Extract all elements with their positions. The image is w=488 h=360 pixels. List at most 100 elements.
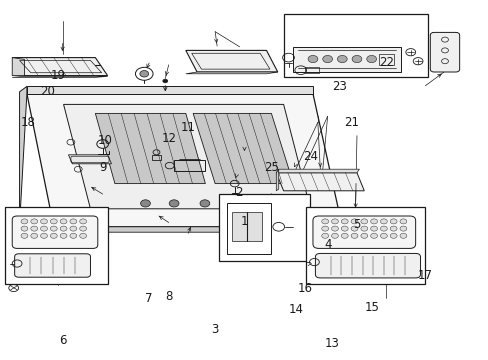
- Circle shape: [41, 226, 47, 231]
- Circle shape: [351, 214, 356, 218]
- Circle shape: [307, 55, 317, 63]
- Circle shape: [321, 219, 328, 224]
- Text: 23: 23: [332, 80, 346, 93]
- Circle shape: [337, 55, 346, 63]
- Circle shape: [341, 226, 347, 231]
- Circle shape: [70, 226, 77, 231]
- Text: 25: 25: [264, 161, 278, 174]
- Circle shape: [31, 219, 38, 224]
- FancyBboxPatch shape: [312, 216, 415, 248]
- Circle shape: [80, 219, 86, 224]
- Circle shape: [399, 226, 406, 231]
- Text: 14: 14: [288, 303, 303, 316]
- Circle shape: [200, 200, 209, 207]
- Circle shape: [135, 67, 153, 80]
- Bar: [5, 207, 107, 284]
- FancyBboxPatch shape: [429, 32, 459, 72]
- Circle shape: [31, 226, 38, 231]
- Text: 10: 10: [98, 134, 112, 147]
- Circle shape: [366, 55, 376, 63]
- Circle shape: [350, 226, 357, 231]
- Polygon shape: [293, 47, 400, 72]
- Circle shape: [389, 233, 396, 238]
- Polygon shape: [27, 86, 312, 94]
- Text: 11: 11: [181, 121, 195, 134]
- Circle shape: [389, 219, 396, 224]
- Circle shape: [331, 226, 338, 231]
- Circle shape: [50, 226, 57, 231]
- Circle shape: [380, 226, 386, 231]
- Circle shape: [321, 226, 328, 231]
- Circle shape: [322, 55, 332, 63]
- FancyBboxPatch shape: [12, 216, 98, 248]
- Circle shape: [141, 200, 150, 207]
- Circle shape: [350, 219, 357, 224]
- Text: 4: 4: [323, 238, 331, 251]
- Polygon shape: [193, 113, 293, 184]
- Text: 5: 5: [352, 219, 360, 231]
- Circle shape: [380, 219, 386, 224]
- Circle shape: [350, 233, 357, 238]
- FancyBboxPatch shape: [15, 254, 90, 277]
- Text: 7: 7: [145, 292, 153, 305]
- Text: 13: 13: [325, 337, 339, 350]
- Text: 17: 17: [417, 269, 432, 282]
- Bar: [304, 67, 319, 73]
- Text: 8: 8: [164, 291, 172, 303]
- Bar: [378, 54, 393, 65]
- Polygon shape: [12, 58, 24, 76]
- Circle shape: [31, 233, 38, 238]
- Polygon shape: [95, 113, 205, 184]
- Polygon shape: [63, 104, 310, 209]
- Text: 20: 20: [41, 85, 55, 98]
- Polygon shape: [20, 86, 27, 225]
- Circle shape: [21, 219, 28, 224]
- Circle shape: [60, 233, 67, 238]
- Polygon shape: [49, 227, 346, 232]
- Circle shape: [70, 219, 77, 224]
- Bar: [219, 194, 309, 261]
- Bar: [232, 212, 261, 241]
- Text: 21: 21: [344, 116, 359, 129]
- Text: 2: 2: [234, 186, 242, 199]
- Circle shape: [351, 55, 361, 63]
- Circle shape: [360, 233, 367, 238]
- Circle shape: [380, 233, 386, 238]
- Circle shape: [370, 219, 377, 224]
- Circle shape: [21, 233, 28, 238]
- Circle shape: [389, 226, 396, 231]
- Bar: [283, 14, 427, 77]
- Circle shape: [163, 79, 167, 83]
- Circle shape: [80, 226, 86, 231]
- Circle shape: [370, 233, 377, 238]
- Circle shape: [80, 233, 86, 238]
- Circle shape: [331, 233, 338, 238]
- Text: 18: 18: [21, 116, 36, 129]
- Circle shape: [399, 233, 406, 238]
- Circle shape: [360, 226, 367, 231]
- Polygon shape: [185, 72, 277, 74]
- Text: 9: 9: [99, 161, 106, 174]
- Text: 15: 15: [364, 301, 378, 314]
- Circle shape: [50, 233, 57, 238]
- Text: 6: 6: [59, 334, 66, 347]
- Polygon shape: [68, 155, 111, 164]
- Text: 3: 3: [211, 323, 219, 336]
- Polygon shape: [276, 173, 364, 191]
- Text: 22: 22: [378, 57, 393, 69]
- Polygon shape: [276, 169, 278, 191]
- Text: 12: 12: [161, 132, 176, 145]
- Polygon shape: [12, 76, 107, 77]
- Circle shape: [60, 226, 67, 231]
- Bar: [305, 207, 425, 284]
- Circle shape: [70, 233, 77, 238]
- Circle shape: [60, 219, 67, 224]
- Polygon shape: [27, 94, 342, 227]
- Circle shape: [321, 233, 328, 238]
- Text: 1: 1: [240, 215, 248, 228]
- Circle shape: [341, 233, 347, 238]
- Circle shape: [341, 219, 347, 224]
- Text: 19: 19: [50, 69, 65, 82]
- Text: 24: 24: [303, 150, 317, 163]
- Circle shape: [140, 71, 148, 77]
